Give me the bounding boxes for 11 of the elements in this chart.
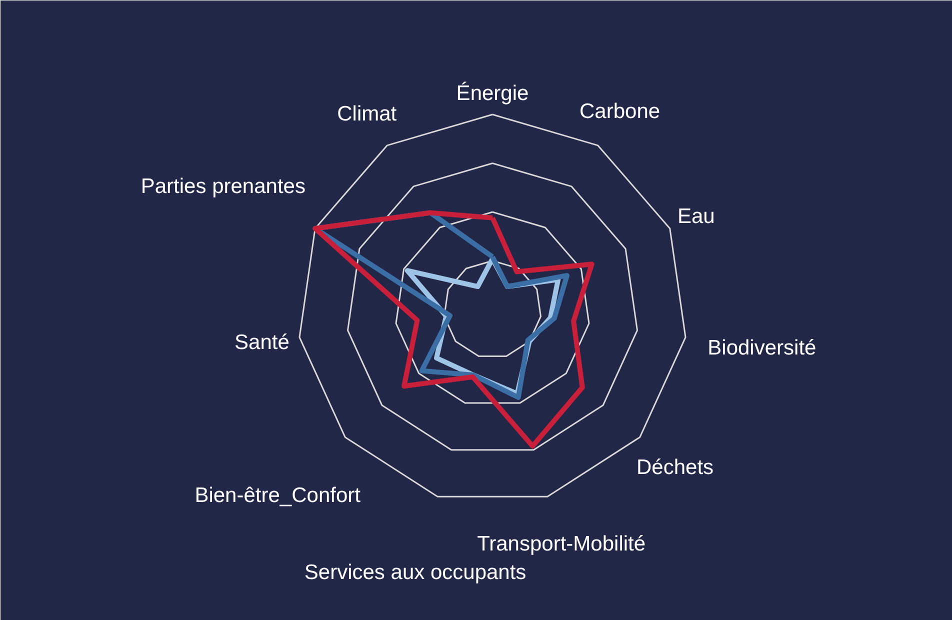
- spoke-label: Transport-Mobilité: [477, 532, 646, 556]
- spoke-label: Climat: [337, 102, 397, 126]
- spoke-label: Services aux occupants: [304, 560, 526, 584]
- spoke-label: Santé: [234, 331, 290, 354]
- spoke-label: Carbone: [579, 100, 660, 123]
- spoke-label: Énergie: [456, 80, 529, 105]
- spoke-label: Déchets: [636, 456, 714, 480]
- spoke-label: Parties prenantes: [140, 175, 306, 198]
- spoke-label: Bien-être_Confort: [194, 484, 361, 508]
- spoke-label: Eau: [677, 204, 715, 228]
- spoke-label: Biodiversité: [708, 336, 816, 360]
